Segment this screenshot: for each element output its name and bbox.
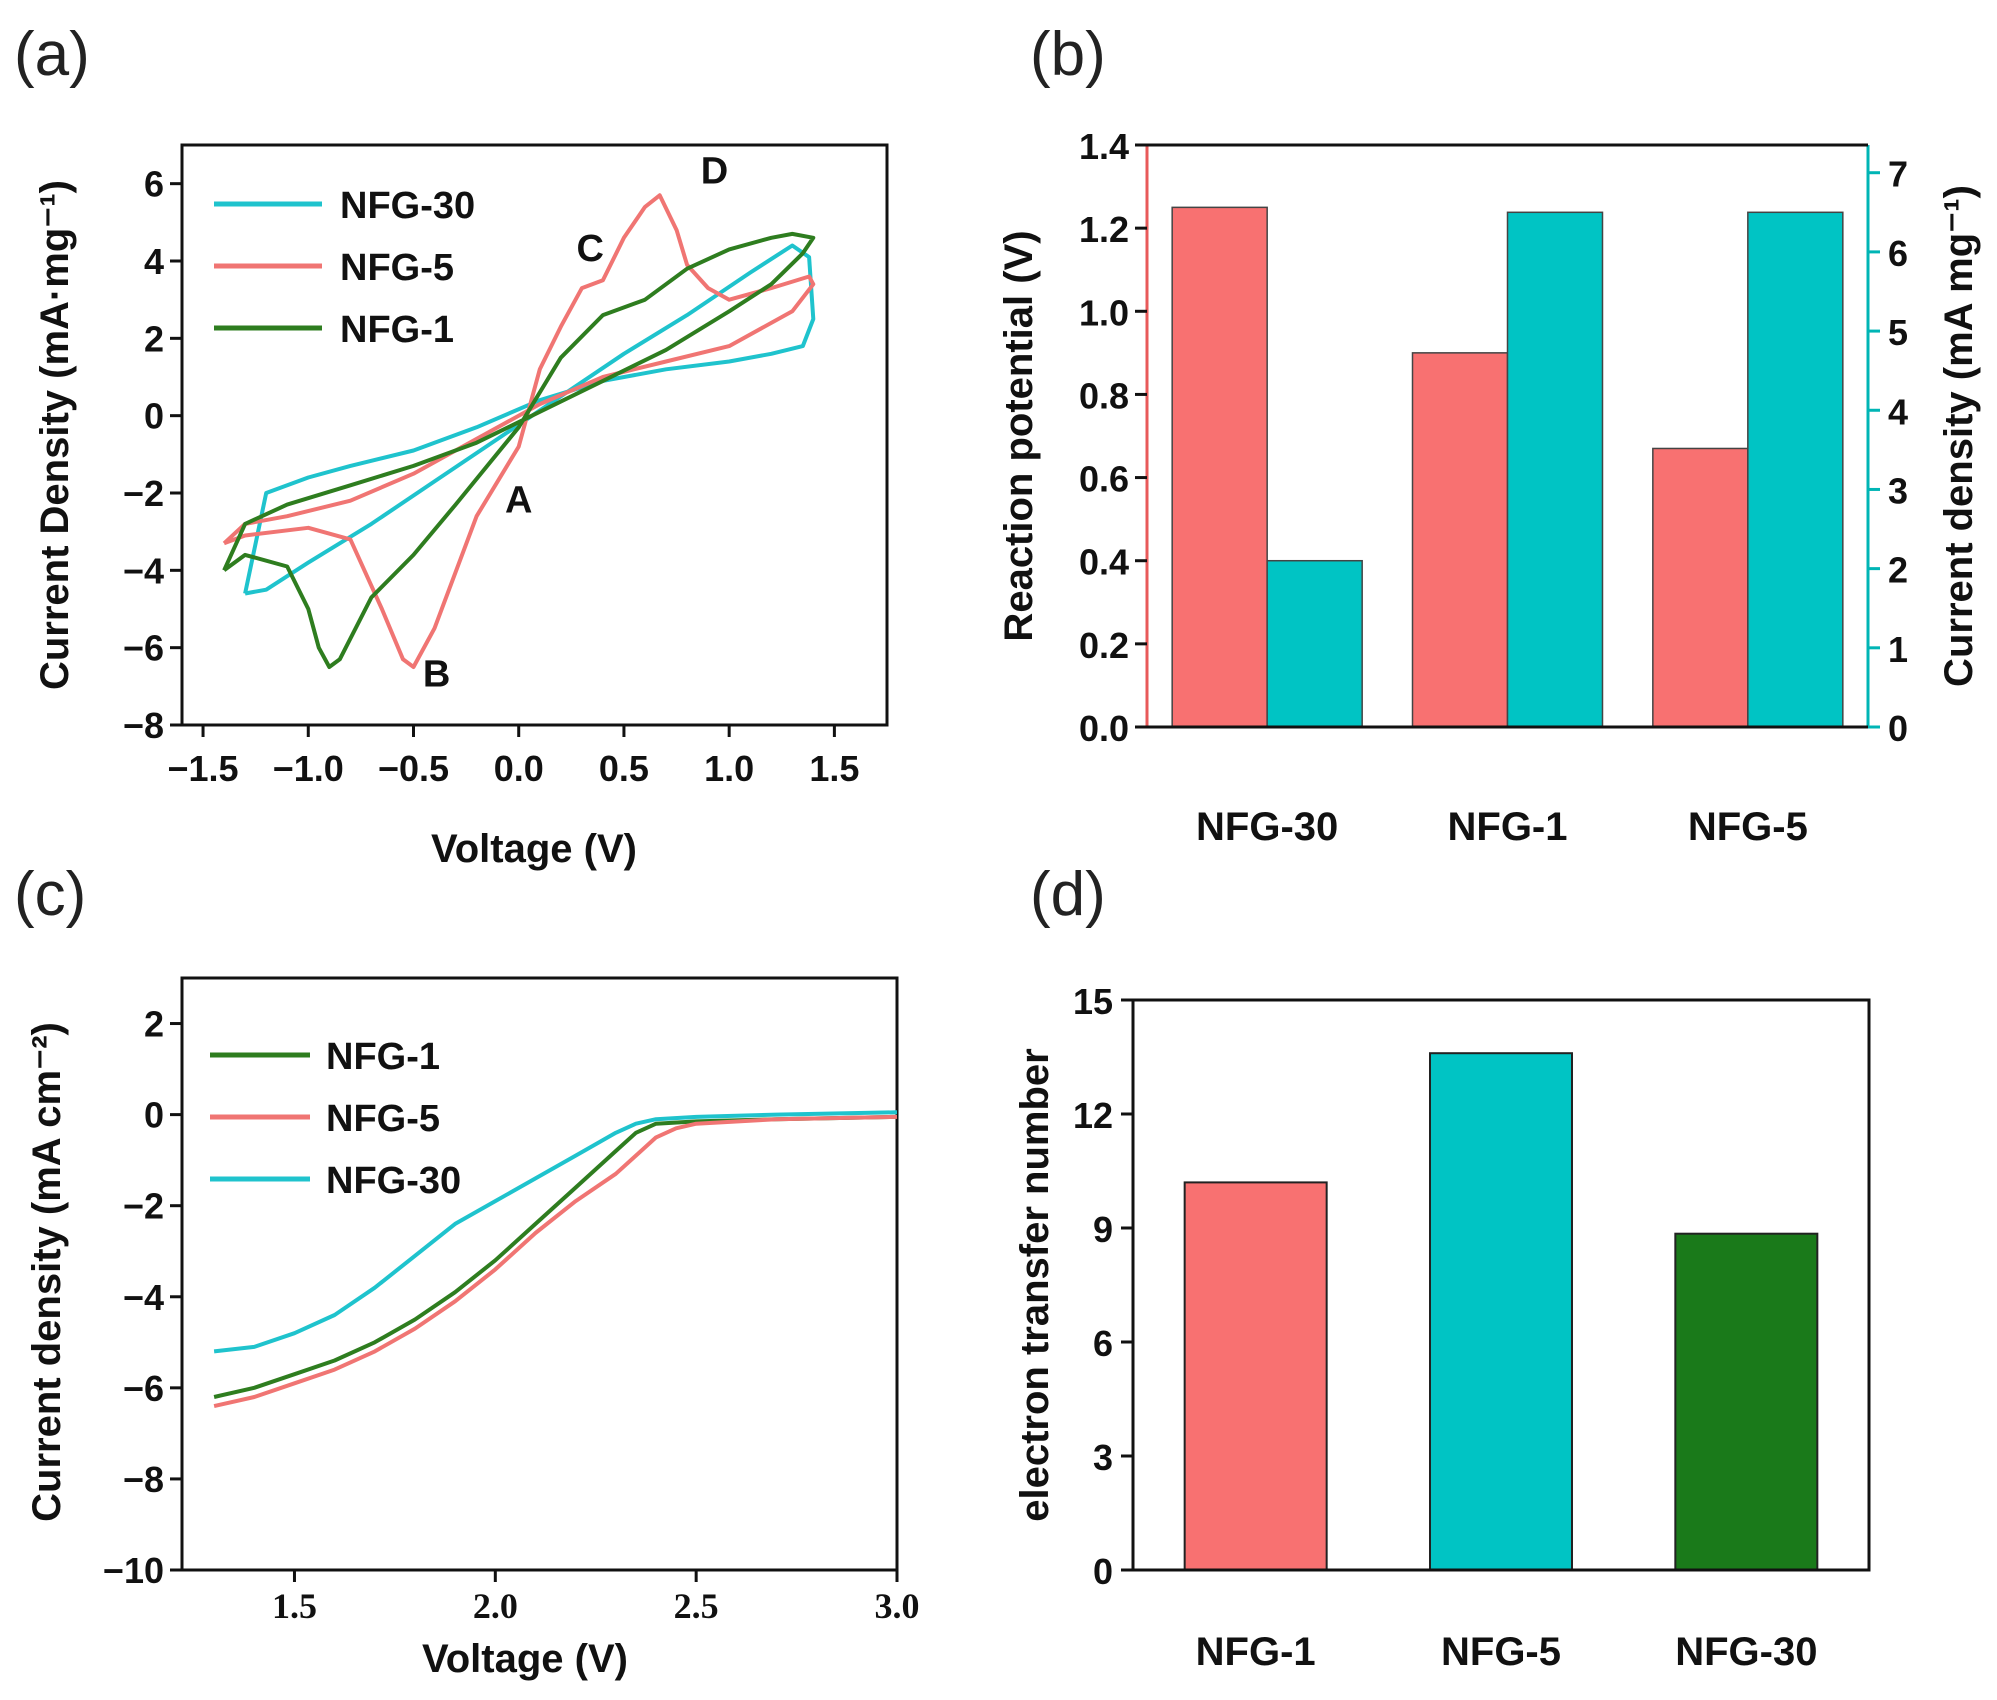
c-series-nfg-1 bbox=[213, 1114, 898, 1399]
b-ytick-label: 1.2 bbox=[1079, 209, 1129, 250]
a-xtick-label: −1.5 bbox=[168, 748, 239, 789]
d-ytick-label: 0 bbox=[1093, 1551, 1113, 1592]
d-category-label: NFG-30 bbox=[1675, 1630, 1817, 1674]
b-bar-current-density bbox=[1266, 559, 1363, 728]
c-ytick-label: −10 bbox=[103, 1550, 164, 1591]
d-bar bbox=[1429, 1052, 1573, 1571]
b-category-label: NFG-1 bbox=[1448, 805, 1568, 849]
a-series-nfg-5 bbox=[222, 193, 816, 669]
panel-c-chart: 1.5 2.0 2.5 3.0 −10 −8 −6 −4 −2 0 2 NFG-1 NFG-5 NFG… bbox=[25, 976, 920, 1681]
c-ytick-label: 2 bbox=[144, 1004, 164, 1045]
c-legend-label: NFG-30 bbox=[326, 1160, 461, 1202]
panel-label-c: (c) bbox=[14, 860, 86, 929]
c-legend-label: NFG-1 bbox=[326, 1036, 440, 1078]
panel-d-chart: 0 3 6 9 12 15 NFG-1 NFG-5 NFG-30 electron trans… bbox=[1013, 981, 1871, 1674]
b-y2tick-label: 0 bbox=[1888, 708, 1908, 749]
a-ytick-label: −2 bbox=[123, 473, 164, 514]
a-xtick-label: 0.0 bbox=[494, 748, 544, 789]
panel-b-chart: 0.0 0.2 0.4 0.6 0.8 1.0 1.2 1.4 0 1 2 3 4 5 6 7 NFG-30… bbox=[997, 126, 1981, 849]
c-xtick-label: 3.0 bbox=[875, 1586, 920, 1626]
a-xtick-label: 1.0 bbox=[704, 748, 754, 789]
a-ytick-label: 6 bbox=[144, 164, 164, 205]
d-category-label: NFG-1 bbox=[1196, 1630, 1316, 1674]
panel-c-frame bbox=[180, 976, 899, 1572]
b-y2tick-label: 5 bbox=[1888, 312, 1908, 353]
a-annotation: A bbox=[505, 479, 532, 521]
b-ytick-label: 1.0 bbox=[1079, 292, 1129, 333]
panel-a-frame bbox=[180, 143, 889, 727]
c-xtick-label: 2.5 bbox=[674, 1586, 719, 1626]
a-ytick-label: 2 bbox=[144, 318, 164, 359]
a-xtick-label: 1.5 bbox=[809, 748, 859, 789]
panel-b-ylabel: Reaction potential (V) bbox=[997, 230, 1041, 641]
c-ytick-label: 0 bbox=[144, 1095, 164, 1136]
a-series-nfg-30 bbox=[243, 243, 816, 596]
d-bar bbox=[1183, 1181, 1328, 1572]
c-series-nfg-5 bbox=[213, 1114, 898, 1409]
c-ytick-label: −4 bbox=[123, 1277, 164, 1318]
b-y2tick-label: 1 bbox=[1888, 629, 1908, 670]
a-xtick-label: −0.5 bbox=[378, 748, 449, 789]
panel-c-ylabel: Current density (mA cm⁻²) bbox=[25, 1022, 69, 1522]
c-xtick-label: 1.5 bbox=[272, 1586, 317, 1626]
panel-d-frame bbox=[1131, 998, 1871, 1572]
a-ytick-label: 4 bbox=[144, 241, 164, 282]
b-ytick-label: 0.0 bbox=[1079, 708, 1129, 749]
a-annotation: D bbox=[701, 151, 728, 193]
b-bar-reaction-potential bbox=[1652, 447, 1749, 728]
b-y2tick-label: 2 bbox=[1888, 550, 1908, 591]
panel-label-b: (b) bbox=[1030, 20, 1106, 89]
panel-c-xlabel: Voltage (V) bbox=[422, 1637, 628, 1681]
b-y2tick-label: 7 bbox=[1888, 154, 1908, 195]
c-xtick-label: 2.0 bbox=[473, 1586, 518, 1626]
panel-b-y2label: Current density (mA mg⁻¹) bbox=[1937, 185, 1981, 687]
b-y2tick-label: 3 bbox=[1888, 470, 1908, 511]
a-ytick-label: −8 bbox=[123, 705, 164, 746]
d-ytick-label: 12 bbox=[1073, 1095, 1113, 1136]
a-xtick-label: −1.0 bbox=[273, 748, 344, 789]
panel-d-ylabel: electron transfer number bbox=[1013, 1048, 1057, 1521]
d-ytick-label: 3 bbox=[1093, 1437, 1113, 1478]
c-series-nfg-30 bbox=[213, 1110, 898, 1354]
a-annotation: C bbox=[577, 228, 604, 270]
b-category-label: NFG-30 bbox=[1196, 805, 1338, 849]
panel-a-chart: −1.5 −1.0 −0.5 0.0 0.5 1.0 1.5 −8 −6 −4 −2 0 2 4 6 NF… bbox=[33, 143, 889, 871]
d-category-label: NFG-5 bbox=[1441, 1630, 1561, 1674]
a-ytick-label: −6 bbox=[123, 628, 164, 669]
b-bar-reaction-potential bbox=[1411, 352, 1509, 728]
b-y2tick-label: 6 bbox=[1888, 233, 1908, 274]
b-ytick-label: 0.8 bbox=[1079, 375, 1129, 416]
panel-label-d: (d) bbox=[1030, 860, 1106, 929]
c-legend-label: NFG-5 bbox=[326, 1098, 440, 1140]
b-ytick-label: 1.4 bbox=[1079, 126, 1129, 167]
c-ytick-label: −8 bbox=[123, 1459, 164, 1500]
a-series-nfg-1 bbox=[222, 231, 816, 669]
b-ytick-label: 0.2 bbox=[1079, 625, 1129, 666]
b-bar-current-density bbox=[1747, 211, 1844, 728]
c-ytick-label: −2 bbox=[123, 1186, 164, 1227]
a-legend-label: NFG-5 bbox=[340, 247, 454, 289]
d-ytick-label: 6 bbox=[1093, 1323, 1113, 1364]
d-ytick-label: 9 bbox=[1093, 1209, 1113, 1250]
a-xtick-label: 0.5 bbox=[599, 748, 649, 789]
a-annotation: B bbox=[423, 653, 450, 695]
a-legend-label: NFG-30 bbox=[340, 185, 475, 227]
d-bar bbox=[1674, 1232, 1819, 1571]
a-ytick-label: 0 bbox=[144, 396, 164, 437]
panel-label-a: (a) bbox=[14, 20, 90, 89]
panel-a-ylabel: Current Density (mA·mg⁻¹) bbox=[33, 180, 77, 690]
b-ytick-label: 0.4 bbox=[1079, 542, 1129, 583]
a-ytick-label: −4 bbox=[123, 550, 164, 591]
b-ytick-label: 0.6 bbox=[1079, 459, 1129, 500]
b-y2tick-label: 4 bbox=[1888, 391, 1908, 432]
b-bar-current-density bbox=[1506, 211, 1604, 728]
d-ytick-label: 15 bbox=[1073, 981, 1113, 1022]
b-category-label: NFG-5 bbox=[1688, 805, 1808, 849]
b-bar-reaction-potential bbox=[1171, 206, 1268, 728]
a-legend-label: NFG-1 bbox=[340, 309, 454, 351]
c-ytick-label: −6 bbox=[123, 1368, 164, 1409]
panel-a-xlabel: Voltage (V) bbox=[431, 827, 637, 871]
